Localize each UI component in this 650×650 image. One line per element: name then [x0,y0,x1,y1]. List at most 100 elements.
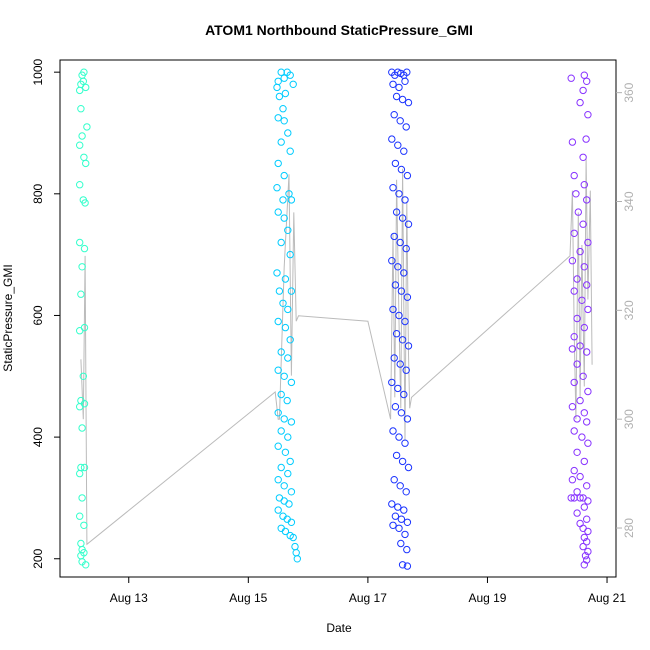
data-point [579,542,587,551]
data-point [576,472,584,481]
data-point [274,506,282,514]
data-point [78,424,86,432]
data-point [572,190,580,198]
data-point [401,530,409,539]
data-point [286,71,294,79]
data-point [76,512,84,520]
data-point [284,469,292,478]
data-point [286,457,294,466]
data-point [582,135,590,143]
data-point [78,263,86,271]
y-tick-label: 1000 [31,58,45,85]
data-point [397,539,405,548]
data-point [584,238,592,247]
data-point [284,354,292,362]
data-point [391,512,400,520]
data-point [281,448,290,456]
y-axis-label: StaticPressure_GMI [1,264,15,371]
data-point [400,269,408,277]
data-point [274,409,282,417]
data-point [398,336,407,344]
data-point [83,123,91,131]
data-point [281,323,290,332]
data-point [287,196,296,204]
data-point [82,159,90,168]
data-point [273,83,281,92]
data-point [280,117,288,125]
data-point [403,68,411,76]
data-point [584,387,592,396]
data-point [392,92,401,101]
data-point [80,521,88,529]
data-point [402,123,410,131]
y-axis-right: 280 300 320 340 360 [616,82,636,538]
data-point [580,457,588,466]
data-point [400,390,408,399]
data-point [394,503,402,511]
y2-tick-label: 360 [622,82,636,102]
data-point [79,372,88,380]
x-tick-label: Aug 17 [349,591,387,605]
data-point [584,547,592,556]
data-point [77,539,85,548]
data-point [289,533,297,542]
data-point [398,214,407,222]
data-point [581,552,590,560]
data-point [76,327,84,335]
x-axis-label: Date [326,621,352,635]
data-point [274,77,282,86]
data-point [570,287,578,295]
data-point [279,299,287,307]
data-point [396,238,404,247]
data-point [583,482,591,490]
data-point [389,305,397,314]
secondary-trace-line [80,157,593,546]
data-point [388,135,396,143]
chart-title: ATOM1 Northbound StaticPressure_GMI [205,22,473,38]
data-point [573,448,581,456]
data-point [580,409,588,417]
data-point [277,138,285,146]
y-tick-label: 800 [31,183,45,203]
data-point [389,184,397,192]
data-point [573,314,581,323]
data-point [398,457,407,466]
data-point [584,527,592,536]
data-point [576,494,584,502]
data-point [573,488,581,496]
data-point [291,542,299,551]
data-point [583,515,591,523]
data-point [573,360,581,368]
data-point [76,403,84,411]
data-point [277,238,285,247]
data-point [76,86,84,95]
data-point [275,92,284,101]
data-point [576,342,584,350]
data-point [277,348,285,356]
data-point [286,147,294,155]
data-point [568,345,577,353]
data-point [573,275,581,283]
data-point [573,509,581,517]
data-point [76,469,84,478]
data-point [281,89,290,98]
data-point [394,384,402,393]
data-point [286,336,294,344]
data-point [583,196,591,204]
data-point [397,287,406,295]
data-point [274,366,282,374]
data-point [79,77,88,86]
data-point [285,500,293,508]
data-point [82,83,90,92]
data-point [391,281,400,289]
y-tick-label: 600 [31,305,45,325]
data-point [395,311,403,320]
data-point [400,147,408,155]
plot-frame [59,59,617,578]
data-point [273,184,281,192]
data-point [402,488,410,496]
x-tick-label: Aug 19 [468,591,506,605]
data-point [80,463,89,472]
data-point [390,476,398,484]
